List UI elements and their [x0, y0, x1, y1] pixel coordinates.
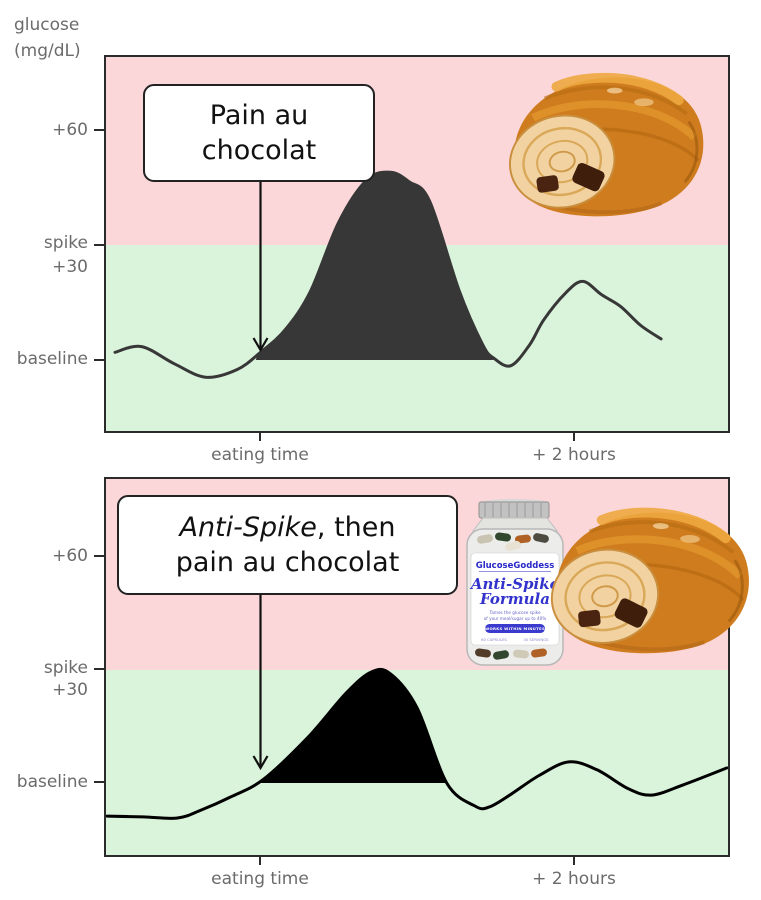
- ytick-mark: [94, 244, 104, 246]
- xtick-label-two-hours: + 2 hours: [532, 869, 616, 889]
- bottle-servings-count: 30 SERVINGS: [523, 637, 549, 642]
- callout-pain-au-chocolat: Pain au chocolat: [143, 84, 375, 182]
- xtick-label-two-hours: + 2 hours: [532, 445, 616, 465]
- ytick-label-plus30: +30: [52, 680, 88, 700]
- ytick-label-spike: spike: [43, 658, 88, 678]
- bottle-tagline2: of your meal/sugar up to 40%: [484, 616, 547, 621]
- ytick-label-plus60: +60: [52, 120, 88, 140]
- y-axis-unit-line1: glucose: [14, 15, 80, 35]
- bottle-product-line2: Formula: [479, 590, 550, 608]
- ytick-label-plus60: +60: [52, 546, 88, 566]
- pain-au-chocolat-image: [508, 72, 704, 217]
- capsules-bottom: [475, 648, 547, 660]
- xtick-label-eating-time: eating time: [211, 869, 309, 889]
- ytick-mark: [94, 129, 104, 131]
- bottle-product-line1: Anti-Spike: [469, 575, 559, 593]
- callout-anti-spike-italic: Anti-Spike: [179, 512, 317, 543]
- pain-au-chocolat-image: [550, 507, 749, 654]
- ytick-label-spike: spike: [43, 233, 88, 253]
- ytick-label-plus30: +30: [52, 257, 88, 277]
- bottle-capsules-count: 60 CAPSULES: [481, 637, 507, 642]
- bottle-brand: GlucoseGoddess: [476, 561, 555, 571]
- anti-spike-bottle-image: GlucoseGoddess Anti-Spike Formula Tames …: [466, 499, 564, 666]
- xtick-label-eating-time: eating time: [211, 445, 309, 465]
- callout-anti-spike: Anti-Spike, then pain au chocolat: [117, 495, 458, 595]
- bottle-badge: WORKS WITHIN MINUTES: [485, 626, 545, 631]
- xtick-mark: [573, 433, 575, 441]
- xtick-mark: [259, 857, 261, 865]
- ytick-mark: [94, 668, 104, 670]
- callout-bottom-line2: pain au chocolat: [175, 547, 400, 578]
- ytick-mark: [94, 555, 104, 557]
- ytick-mark: [94, 359, 104, 361]
- callout-top-line1: Pain au: [209, 100, 309, 131]
- ytick-label-baseline: baseline: [16, 772, 88, 792]
- callout-top-line2: chocolat: [201, 135, 317, 166]
- ytick-mark: [94, 781, 104, 783]
- callout-bottom-after-italic: , then: [316, 512, 396, 543]
- xtick-mark: [259, 433, 261, 441]
- ytick-label-baseline: baseline: [16, 349, 88, 369]
- callout-bottom-line1: Anti-Spike, then: [119, 510, 456, 545]
- bottle-tagline1: Tames the glucose spike: [488, 610, 541, 615]
- y-axis-unit-line2: (mg/dL): [14, 41, 81, 61]
- xtick-mark: [573, 857, 575, 865]
- capsules-top: [477, 532, 549, 551]
- y-axis-unit-label: glucose (mg/dL): [14, 12, 81, 64]
